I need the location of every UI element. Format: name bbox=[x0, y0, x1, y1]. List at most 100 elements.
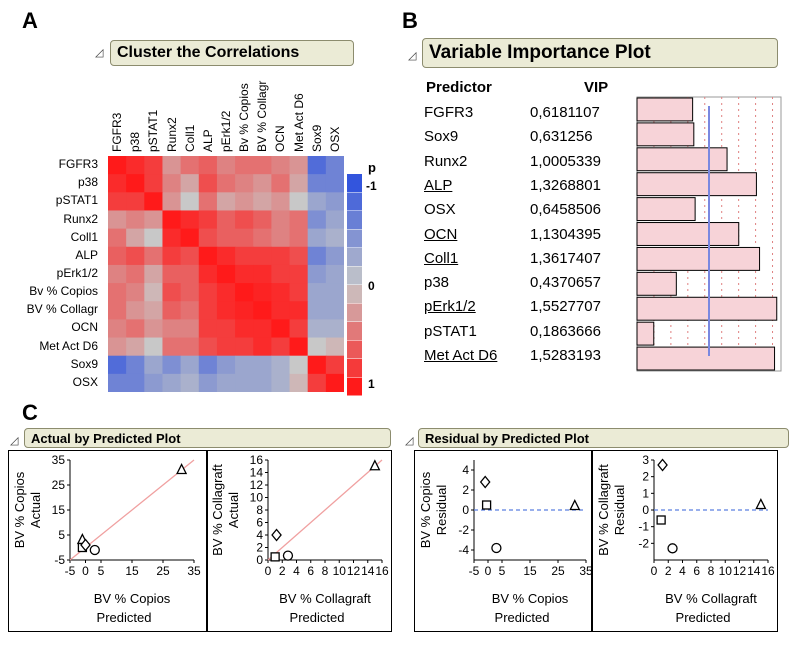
vip-value: 0,4370657 bbox=[530, 274, 601, 292]
heatmap-cell bbox=[253, 283, 272, 302]
predictor-column-header: Predictor bbox=[426, 79, 492, 96]
vip-predictor-name: p38 bbox=[424, 274, 450, 292]
heatmap-cell bbox=[235, 174, 254, 193]
data-point-circle bbox=[282, 550, 294, 561]
heatmap-cell bbox=[126, 319, 145, 339]
heatmap-cell bbox=[144, 228, 163, 248]
heatmap-cell bbox=[216, 264, 236, 284]
data-point-circle bbox=[89, 544, 100, 556]
x-axis-label: BV % Copios bbox=[94, 591, 171, 606]
y-tick-label: 15 bbox=[52, 503, 66, 517]
heatmap-cell bbox=[180, 210, 200, 230]
vip-bar bbox=[636, 197, 696, 222]
heatmap-cell bbox=[216, 192, 236, 211]
x-tick-label: 25 bbox=[551, 564, 565, 578]
x-axis-sublabel: Predicted bbox=[97, 610, 152, 625]
y-axis-label: BV % Copios bbox=[12, 471, 27, 548]
y-axis-label: BV % Collagraft bbox=[210, 464, 225, 556]
data-point-diamond bbox=[657, 458, 668, 472]
y-axis-label: BV % Copios bbox=[418, 471, 433, 548]
y-tick-label: 5 bbox=[58, 528, 65, 542]
y-tick-label: 2 bbox=[462, 483, 469, 497]
y-tick-label: 25 bbox=[52, 478, 66, 492]
disclosure-triangle-icon[interactable]: ◿ bbox=[95, 47, 104, 59]
data-point-square bbox=[656, 515, 666, 525]
x-tick-label: 16 bbox=[375, 564, 389, 578]
heatmap-cell bbox=[253, 319, 272, 339]
heatmap-row-label: OSX bbox=[72, 374, 98, 389]
heatmap-cell bbox=[307, 355, 327, 375]
heatmap-cell bbox=[198, 228, 218, 248]
heatmap-cell bbox=[216, 301, 236, 320]
vip-header[interactable]: Variable Importance Plot bbox=[422, 38, 778, 68]
heatmap-cell bbox=[144, 174, 163, 193]
heatmap-cell bbox=[235, 192, 254, 211]
identity-reference-line bbox=[69, 459, 195, 561]
heatmap-cell bbox=[180, 174, 200, 193]
heatmap-column-label: Met Act D6 bbox=[291, 93, 306, 152]
actual-by-predicted-header[interactable]: Actual by Predicted Plot bbox=[24, 428, 391, 448]
heatmap-cell bbox=[325, 264, 344, 284]
heatmap-cell bbox=[253, 264, 272, 284]
heatmap-cell bbox=[235, 373, 254, 392]
heatmap-column-label: p38 bbox=[128, 131, 143, 152]
heatmap-cell bbox=[162, 174, 182, 193]
heatmap-cell bbox=[126, 337, 145, 357]
heatmap-cell bbox=[271, 264, 291, 284]
y-tick-label: 2 bbox=[642, 470, 649, 484]
heatmap-cell bbox=[325, 301, 344, 320]
legend-label-min: -1 bbox=[366, 179, 377, 193]
heatmap-column-label: ALP bbox=[200, 129, 215, 152]
heatmap-cell bbox=[144, 355, 163, 375]
legend-swatch bbox=[347, 266, 362, 285]
heatmap-cell bbox=[144, 337, 163, 357]
heatmap-cell bbox=[216, 228, 236, 248]
vip-predictor-name: pErk1/2 bbox=[424, 298, 476, 316]
heatmap-cell bbox=[108, 174, 127, 193]
x-axis-sublabel: Predicted bbox=[495, 610, 550, 625]
heatmap-cell bbox=[271, 283, 291, 302]
heatmap-cell bbox=[198, 210, 218, 230]
heatmap-cell bbox=[325, 228, 344, 248]
disclosure-triangle-icon[interactable]: ◿ bbox=[405, 435, 414, 447]
legend-swatch bbox=[347, 192, 362, 211]
heatmap-cell bbox=[162, 246, 182, 266]
heatmap-cell bbox=[325, 355, 344, 375]
heatmap-cell bbox=[144, 301, 163, 320]
heatmap-cell bbox=[180, 228, 200, 248]
y-tick-label: 0 bbox=[642, 503, 649, 517]
residual-by-predicted-header[interactable]: Residual by Predicted Plot bbox=[418, 428, 789, 448]
heatmap-cell bbox=[216, 246, 236, 266]
vip-bar bbox=[636, 172, 757, 197]
heatmap-cell bbox=[144, 156, 163, 175]
x-tick-label: 8 bbox=[322, 564, 329, 578]
heatmap-cell bbox=[289, 337, 309, 357]
heatmap-cell bbox=[180, 355, 200, 375]
disclosure-triangle-icon[interactable]: ◿ bbox=[10, 435, 19, 447]
heatmap-cell bbox=[108, 210, 127, 230]
x-tick-label: 5 bbox=[499, 564, 506, 578]
heatmap-cell bbox=[253, 373, 272, 392]
heatmap-row-label: Met Act D6 bbox=[39, 338, 98, 353]
heatmap-cell bbox=[307, 264, 327, 284]
heatmap-cell bbox=[235, 246, 254, 266]
heatmap-cell bbox=[325, 246, 344, 266]
heatmap-cell bbox=[271, 228, 291, 248]
heatmap-cell bbox=[198, 301, 218, 320]
y-tick-label: 0 bbox=[256, 553, 263, 567]
heatmap-cell bbox=[162, 355, 182, 375]
x-tick-label: 0 bbox=[265, 564, 272, 578]
heatmap-cell bbox=[198, 264, 218, 284]
heatmap-cell bbox=[307, 228, 327, 248]
heatmap-cell bbox=[289, 319, 309, 339]
x-tick-label: 25 bbox=[156, 564, 170, 578]
heatmap-cell bbox=[289, 264, 309, 284]
heatmap-row-label: Coll1 bbox=[70, 229, 98, 244]
disclosure-triangle-icon[interactable]: ◿ bbox=[408, 50, 417, 62]
heatmap-cell bbox=[325, 156, 344, 175]
cluster-correlations-header[interactable]: Cluster the Correlations bbox=[110, 40, 354, 66]
correlation-heatmap bbox=[108, 156, 344, 392]
y-tick-label: 3 bbox=[642, 453, 649, 467]
heatmap-cell bbox=[289, 156, 309, 175]
